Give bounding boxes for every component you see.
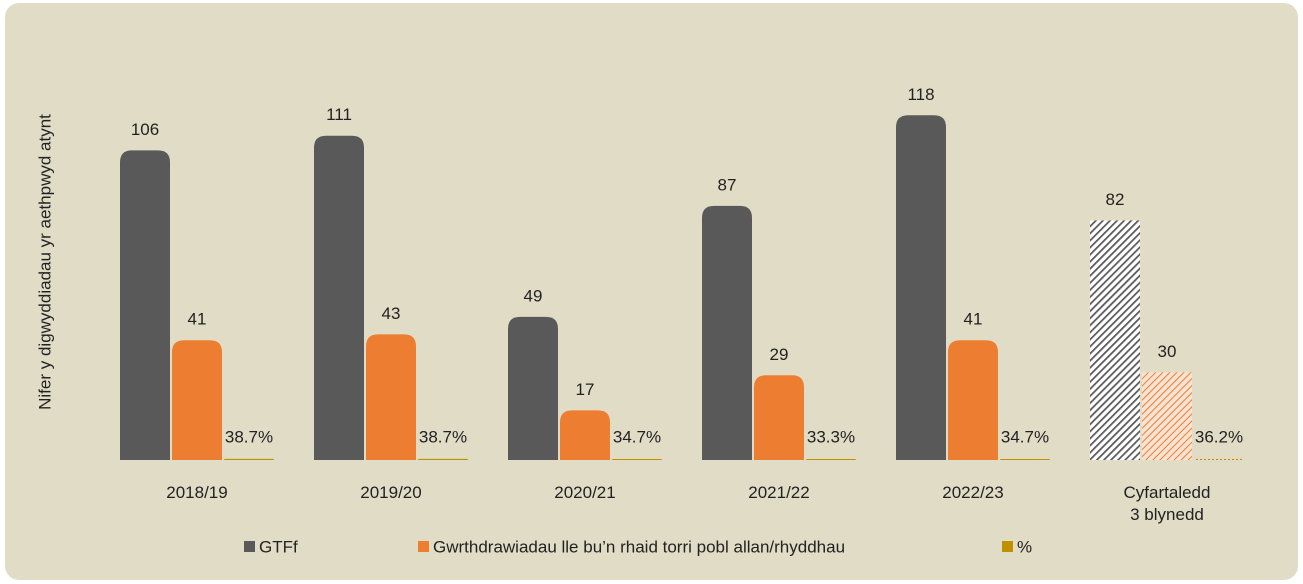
value-label: 34.7% xyxy=(1001,427,1049,446)
bar xyxy=(1090,220,1140,460)
bar xyxy=(224,458,274,460)
value-label: 34.7% xyxy=(613,427,661,446)
value-label: 41 xyxy=(188,310,207,329)
value-label: 36.2% xyxy=(1195,427,1243,446)
value-label: 87 xyxy=(718,175,737,194)
legend-label: GTFf xyxy=(259,537,298,556)
value-label: 38.7% xyxy=(225,427,273,446)
bar xyxy=(418,458,468,460)
legend-swatch xyxy=(1002,541,1013,552)
x-tick-label: 2019/20 xyxy=(360,483,422,502)
bar xyxy=(508,316,558,460)
bar xyxy=(754,375,804,460)
bar xyxy=(1194,458,1244,460)
legend-label: Gwrthdrawiadau lle bu’n rhaid torri pobl… xyxy=(433,537,845,556)
bar xyxy=(806,459,856,460)
value-label: 118 xyxy=(907,85,934,104)
bar xyxy=(120,150,170,461)
value-label: 49 xyxy=(524,286,543,305)
bar xyxy=(896,115,946,461)
x-tick-label: 2022/23 xyxy=(942,483,1004,502)
legend-label: % xyxy=(1017,537,1032,556)
value-label: 41 xyxy=(964,310,983,329)
bar xyxy=(560,410,610,460)
value-label: 30 xyxy=(1158,342,1177,361)
value-label: 106 xyxy=(131,120,159,139)
legend-swatch xyxy=(418,541,429,552)
value-label: 111 xyxy=(326,105,352,124)
legend-swatch xyxy=(244,541,255,552)
bar xyxy=(702,205,752,460)
x-tick-label: 2021/22 xyxy=(748,483,810,502)
bar xyxy=(1142,372,1192,460)
bar xyxy=(948,340,998,460)
x-tick-label: 2018/19 xyxy=(166,483,228,502)
value-label: 82 xyxy=(1106,190,1125,209)
bar xyxy=(314,135,364,460)
chart-background xyxy=(5,3,1298,580)
bar xyxy=(366,334,416,460)
y-axis-label: Nifer y digwyddiadau yr aethpwyd atynt xyxy=(35,114,54,410)
value-label: 29 xyxy=(770,345,789,364)
value-label: 33.3% xyxy=(807,427,855,446)
x-tick-label: 2020/21 xyxy=(554,483,616,502)
bar xyxy=(1000,458,1050,460)
bar xyxy=(612,458,662,460)
x-tick-label: Cyfartaledd 3 blynedd xyxy=(1123,483,1211,524)
bar xyxy=(172,340,222,460)
value-label: 38.7% xyxy=(419,427,467,446)
value-label: 43 xyxy=(382,304,401,323)
value-label: 17 xyxy=(576,380,595,399)
